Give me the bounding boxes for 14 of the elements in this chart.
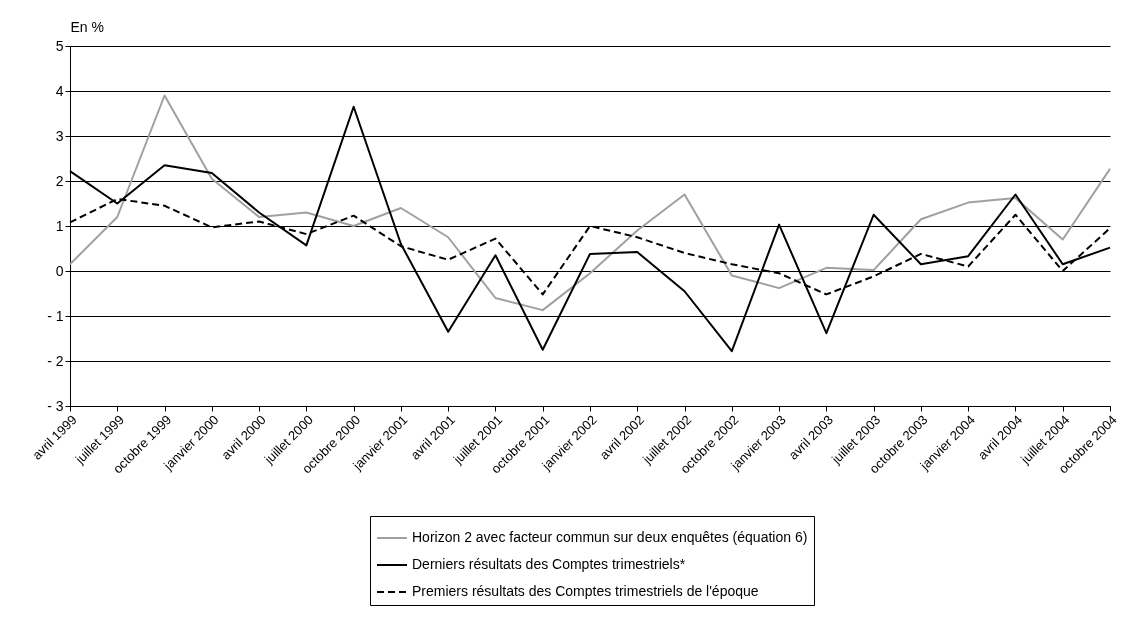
legend-label: Derniers résultats des Comptes trimestriels* [412, 556, 686, 572]
y-tick-label: 1 [55, 217, 64, 234]
y-tick-label: 5 [55, 37, 64, 54]
legend-label: Horizon 2 avec facteur commun sur deux enquêtes (équation 6) [412, 529, 808, 545]
y-tick-label: - 2 [47, 352, 64, 369]
y-tick-label: - 1 [47, 307, 64, 324]
legend-label: Premiers résultats des Comptes trimestriels de l'époque [412, 583, 759, 599]
y-tick-label: 4 [55, 82, 64, 99]
y-axis-title: En % [70, 18, 104, 35]
y-tick-label: 2 [55, 172, 64, 189]
y-tick-label: 3 [55, 127, 64, 144]
y-tick-label: 0 [55, 262, 64, 279]
line-series [69, 94, 1111, 312]
y-tick-label: - 3 [47, 397, 64, 414]
